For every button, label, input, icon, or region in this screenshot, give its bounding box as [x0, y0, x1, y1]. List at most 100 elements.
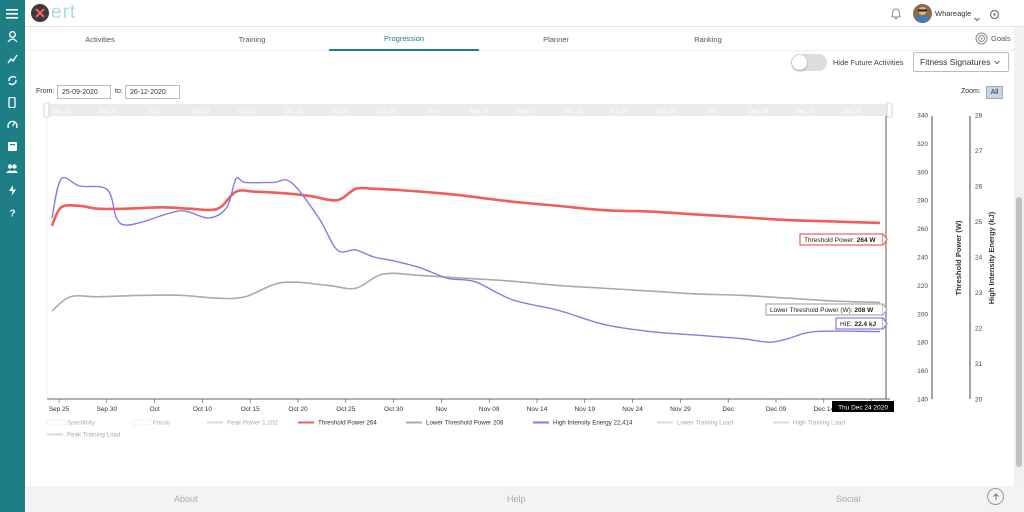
phone-icon[interactable]	[3, 93, 21, 111]
tab-activities[interactable]: Activities	[85, 34, 115, 44]
y-left-tick-label: 200	[917, 311, 928, 318]
footer-social-link[interactable]: Social	[836, 494, 861, 504]
navigator-tick-label: Nov 29	[656, 109, 676, 115]
navigator-tick-label: Nov 19	[563, 109, 583, 115]
navigator-tick-label: Sep 25	[51, 109, 71, 115]
scrollbar-thumb[interactable]	[1016, 197, 1022, 467]
navigator-handle-left[interactable]	[43, 102, 50, 118]
chevron-down-icon[interactable]	[974, 9, 980, 27]
page-scrollbar[interactable]	[1014, 27, 1024, 486]
app-logo[interactable]: ert	[31, 2, 76, 24]
y-left-tick-label: 280	[917, 198, 928, 205]
navigator-tick-label: Nov	[428, 109, 439, 115]
legend-label: Lower Training Load	[677, 420, 734, 427]
footer-about-link[interactable]: About	[174, 494, 198, 504]
series-line	[51, 176, 881, 343]
book-icon[interactable]	[3, 137, 21, 155]
progression-chart[interactable]: Sep 25 Sep 30 Oct Oct 10 Oct 15 Oct 20 Oct 25 O…	[0, 0, 1024, 486]
hie-callout: HIE: 22.4 kJ	[835, 317, 888, 330]
avatar[interactable]	[913, 4, 932, 23]
tab-ranking[interactable]: Ranking	[694, 34, 722, 44]
navigator-tick-label: Dec	[707, 109, 718, 115]
x-tick-label: Dec 09	[766, 406, 787, 413]
select-value: Fitness Signatures	[920, 57, 991, 67]
y-right-tick-label: 24	[975, 255, 983, 262]
x-tick-label: Nov	[436, 406, 448, 413]
y-right-tick-label: 20	[975, 397, 983, 404]
legend-label: Focus	[153, 420, 170, 427]
callout-pointer	[882, 233, 888, 246]
hide-future-toggle[interactable]	[791, 54, 827, 71]
settings-icon[interactable]	[989, 7, 1000, 25]
callout-label: Lower Threshold Power (W): 208 W	[770, 307, 874, 314]
help-icon[interactable]: ?	[3, 203, 21, 221]
from-date-input[interactable]: 25-09-2020	[57, 85, 111, 99]
goals-button[interactable]: Goals	[975, 32, 1011, 45]
y-right-tick-label: 22	[975, 326, 983, 333]
x-tick-label: Nov 29	[670, 406, 691, 413]
navigator-track	[45, 104, 891, 116]
legend-item[interactable]: Threshold Power 264	[298, 420, 377, 427]
tab-planner[interactable]: Planner	[543, 34, 569, 44]
group-icon[interactable]	[3, 159, 21, 177]
y-left-tick-label: 320	[917, 141, 928, 148]
legend-item[interactable]: Specificity	[46, 420, 96, 427]
to-date-input[interactable]: 26-12-2020	[125, 85, 180, 99]
tab-progression[interactable]: Progression	[329, 27, 479, 51]
user-name[interactable]: Whareagle	[935, 9, 972, 18]
sync-icon[interactable]	[3, 71, 21, 89]
legend-item[interactable]: Focus	[132, 420, 170, 427]
legend-item[interactable]: Peak Power 1,102	[207, 420, 278, 427]
logo-text: ert	[51, 2, 77, 23]
legend-item[interactable]: High Intensity Energy 22,414	[533, 420, 633, 427]
legend-item[interactable]: Lower Threshold Power 208	[406, 420, 504, 427]
series-line	[50, 186, 881, 227]
y-right-tick-label: 21	[975, 361, 983, 368]
legend-item[interactable]: Lower Training Load	[657, 420, 734, 427]
navigator-tick-label: Nov 24	[609, 109, 629, 115]
logo-x-icon	[31, 4, 49, 22]
x-tick-label: Nov 09	[479, 406, 500, 413]
hide-future-label: Hide Future Activities	[833, 58, 904, 67]
x-tick-label: Oct	[150, 406, 160, 413]
chart-icon[interactable]	[3, 49, 21, 67]
y-right-tick-label: 26	[975, 184, 983, 191]
menu-icon[interactable]	[3, 5, 21, 23]
gauge-icon[interactable]	[3, 115, 21, 133]
x-tick-label: Oct 15	[241, 406, 261, 413]
tab-training[interactable]: Training	[238, 34, 266, 44]
legend-label: High Training Load	[793, 420, 845, 427]
legend-label: High Intensity Energy 22,414	[553, 420, 633, 427]
legend-label: Specificity	[67, 420, 96, 427]
user-icon[interactable]	[3, 27, 21, 45]
zoom-all-button[interactable]: All	[986, 86, 1003, 99]
x-tick-label: Sep 30	[96, 406, 117, 413]
toggle-knob	[792, 55, 807, 70]
y-right-tick-label: 23	[975, 290, 983, 297]
x-tick-label: Dec	[722, 406, 734, 413]
navigator-tick-label: Oct 20	[285, 109, 303, 115]
navigator-handle-right[interactable]	[886, 102, 893, 118]
x-tick-label: Oct 25	[336, 406, 356, 413]
x-tick-label: Oct 30	[384, 406, 404, 413]
y-left-tick-label: 220	[917, 283, 928, 290]
navigator-tick-label: Sep 30	[98, 109, 118, 115]
legend-item[interactable]: Peak Training Load	[47, 432, 121, 439]
footer-help-link[interactable]: Help	[507, 494, 526, 504]
navigator-tick-label: Dec 09	[749, 109, 769, 115]
arrow-up-icon	[992, 492, 999, 500]
tooltip-date-label: Thu Dec 24 2020	[838, 405, 888, 412]
y-left-tick-label: 340	[917, 113, 928, 120]
navigator[interactable]: Sep 25 Sep 30 Oct Oct 10 Oct 15 Oct 20 Oct 25 O…	[43, 102, 893, 118]
bolt-icon[interactable]	[3, 181, 21, 199]
legend-label: Peak Power 1,102	[227, 420, 278, 427]
fitness-signatures-select[interactable]: Fitness Signatures	[913, 52, 1009, 72]
callout-pointer	[882, 303, 888, 316]
y-left-tick-label: 160	[917, 368, 928, 375]
from-label: From:	[36, 88, 55, 95]
legend-item[interactable]: High Training Load	[773, 420, 845, 427]
notification-bell-icon[interactable]	[891, 7, 901, 25]
y-right-tick-label: 27	[975, 148, 983, 155]
scroll-top-button[interactable]	[987, 488, 1004, 505]
y-right-tick-label: 25	[975, 219, 983, 226]
